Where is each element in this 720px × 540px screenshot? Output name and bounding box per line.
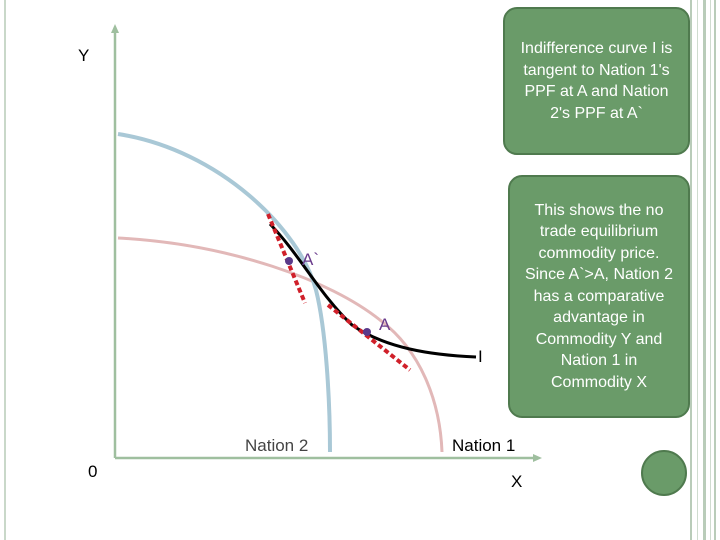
x-axis-label: X <box>511 472 523 491</box>
explanation-callout: This shows the no trade equilibrium comm… <box>508 175 690 418</box>
explanation-callout-text: This shows the no trade equilibrium comm… <box>524 201 674 391</box>
indifference-label: I <box>478 347 483 366</box>
point-a-marker <box>363 328 371 336</box>
indifference-curve <box>268 222 477 359</box>
nation1-label: Nation 1 <box>452 436 516 455</box>
y-axis-arrow <box>111 24 119 33</box>
y-axis-label: Y <box>78 46 90 65</box>
point-a-prime-marker <box>285 257 293 265</box>
nation2-label: Nation 2 <box>245 436 309 455</box>
nation2-ppf-curve <box>117 132 332 453</box>
point-a-prime-label: A` <box>302 250 319 269</box>
tangency-callout-text: Indifference curve I is tangent to Natio… <box>520 40 673 122</box>
slide-frame-left <box>4 0 6 540</box>
point-a-label: A <box>379 315 391 334</box>
tangency-callout: Indifference curve I is tangent to Natio… <box>503 7 690 155</box>
x-axis-arrow <box>533 454 542 462</box>
slide-frame-right <box>703 0 706 540</box>
slide-frame-right <box>690 0 692 540</box>
nation1-ppf-curve <box>117 236 444 453</box>
price-line-a <box>326 303 412 372</box>
slide-frame-right <box>710 0 711 540</box>
slide-frame-right <box>714 0 716 540</box>
slide-frame-right <box>697 0 698 540</box>
decorative-circle <box>641 450 687 496</box>
origin-label: 0 <box>88 462 98 481</box>
